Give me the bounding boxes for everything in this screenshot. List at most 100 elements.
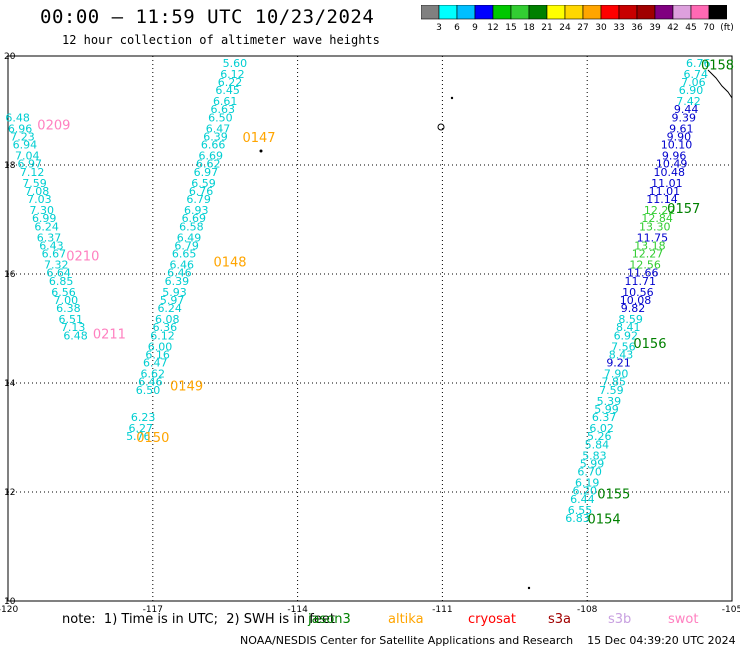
legend-label: 45 [685,23,696,33]
wave-height-label: 7.12 [20,166,45,179]
wave-height-label: 12.84 [641,212,673,225]
wave-height-label: 7.56 [611,340,636,353]
wave-height-label: 6.45 [215,84,240,97]
x-tick-label: -105 [722,605,740,615]
wave-height-label: 5.99 [594,403,619,416]
legend-label: (ft) [720,23,734,33]
pass-label: 0157 [667,202,700,217]
wave-height-label: 7.42 [676,95,701,108]
wave-height-label: 6.64 [46,267,71,280]
wave-height-label: 8.41 [616,321,641,334]
legend-label: 42 [667,23,678,33]
wave-height-label: 6.36 [153,321,178,334]
wave-height-label: 13.30 [639,220,671,233]
wave-height-label: 11.01 [651,177,683,190]
wave-height-label: 6.16 [145,348,170,361]
wave-height-label: 11.71 [625,275,657,288]
wave-height-label: 6.69 [198,150,223,163]
wave-height-label: 5.76 [126,430,151,443]
wave-height-label: 6.74 [684,68,709,81]
wave-height-label: 6.97 [17,158,42,171]
satellite-jason3: jason3 [308,612,351,627]
pass-label: 0147 [242,131,275,146]
wave-height-label: 6.19 [575,477,600,490]
wave-height-label: 10.10 [661,139,693,152]
axis-tick-labels: -120 -117 -114 -111 -108 -105 10 12 14 16 18 20 [0,52,740,615]
wave-height-label: 7.03 [27,193,52,206]
wave-height-label: 7.85 [601,376,626,389]
legend-label: 21 [541,23,552,33]
wave-height-label: 11.14 [646,193,678,206]
wave-height-label: 6.76 [189,185,214,198]
wave-height-label: 12.56 [629,259,661,272]
wave-height-label: 6.63 [211,103,236,116]
wave-height-label: 6.90 [679,84,704,97]
wave-height-label: 12.27 [632,248,664,261]
wave-height-label: 6.56 [51,286,76,299]
legend-label: 9 [472,23,478,33]
wave-height-label: 5.97 [160,294,185,307]
wave-height-label: 6.79 [186,193,211,206]
wave-height-label: 6.46 [170,259,195,272]
wave-height-label: 6.62 [196,158,221,171]
wave-height-label: 6.67 [42,248,67,261]
wave-height-label: 5.39 [597,395,622,408]
wave-height-label: 5.83 [582,449,607,462]
wave-height-label: 6.00 [148,340,173,353]
wave-height-label: 6.44 [570,493,595,506]
legend-label: 39 [649,23,661,33]
island [437,123,445,131]
wave-height-label: 6.65 [172,248,197,261]
legend-label: 15 [505,23,516,33]
wave-height-label: 6.20 [573,485,598,498]
wave-height-label: 7.06 [681,76,706,89]
wave-height-label: 6.12 [150,329,175,342]
wave-height-label: 6.55 [568,504,593,517]
pass-label: 0210 [66,249,99,264]
pass-label: 0156 [633,337,666,352]
legend-color-bar [421,5,727,20]
wave-height-label: 6.37 [592,411,617,424]
wave-height-label: 7.23 [10,130,35,143]
wave-height-label: 6.38 [56,302,81,315]
legend-label: 6 [454,23,460,33]
x-tick-label: -114 [287,605,308,615]
satellite-swot: swot [668,612,699,627]
x-tick-label: -111 [432,605,452,615]
satellite-altika: altika [388,612,424,627]
legend-swatch [708,5,727,20]
pass-label: 0148 [213,255,246,270]
legend-labels: 3 6 9 12 15 18 21 24 27 30 33 36 39 42 45 70 (ft) [436,23,734,33]
wave-height-label: 10.08 [620,294,652,307]
wave-height-label: 6.66 [201,139,226,152]
legend-label: 36 [631,23,643,33]
wave-height-label: 11.75 [637,231,669,244]
grid-lines [7,55,733,602]
y-tick-label: 12 [4,488,15,498]
wave-height-label: 8.59 [618,313,643,326]
wave-height-label: 6.69 [182,212,207,225]
y-tick-label: 18 [4,161,16,171]
satellite-cryosat: cryosat [468,612,516,627]
wave-height-label: 8.43 [609,348,634,361]
wave-height-label: 6.92 [614,329,639,342]
wave-height-label: 5.60 [223,57,248,70]
data-points: 6.486.967.236.947.046.977.127.597.087.03… [5,57,710,525]
island [259,149,263,153]
wave-height-label: 6.93 [184,204,209,217]
chart-title: 00:00 – 11:59 UTC 10/23/2024 [40,6,375,28]
wave-height-label: 6.39 [203,130,228,143]
wave-height-label: 9.39 [671,111,696,124]
satellite-s3b: s3b [608,612,632,627]
wave-height-label: 6.62 [141,368,166,381]
wave-height-label: 6.51 [58,313,83,326]
satellite-s3a: s3a [548,612,572,627]
wave-height-label: 6.94 [13,139,38,152]
wave-height-label: 7.30 [30,204,55,217]
y-tick-label: 16 [4,270,16,280]
pass-labels: 0209 0210 0211 0147 0148 0149 0150 0158 0157 0156… [37,59,734,528]
wave-height-label: 10.49 [656,158,688,171]
footnote: note: 1) Time is in UTC; 2) SWH is in fe… [62,612,335,627]
legend-label: 24 [559,23,571,33]
x-tick-label: -117 [143,605,163,615]
